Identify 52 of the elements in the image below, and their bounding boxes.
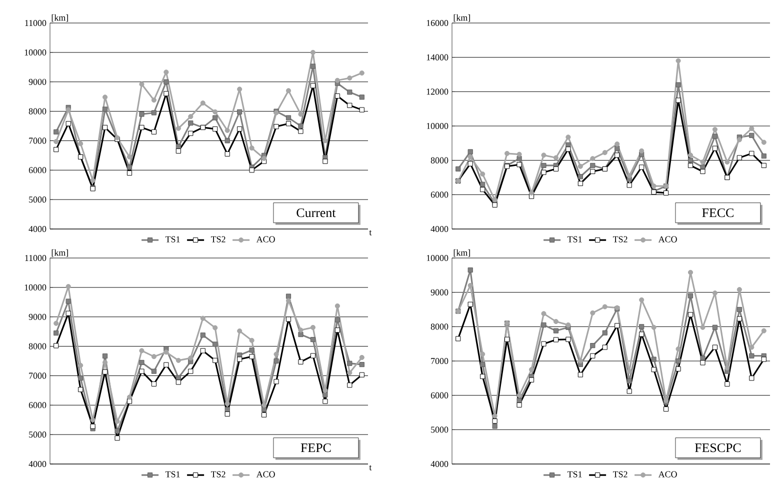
y-axis-title: [km] [52,249,68,257]
legend-label: TS1 [165,236,180,242]
y-tick-label: 11000 [25,254,46,262]
y-tick-label: 4000 [430,226,448,232]
legend-label: TS1 [567,471,582,478]
y-tick-label: 4000 [430,460,448,468]
y-tick-label: 5000 [29,432,46,438]
legend-label: TS2 [210,471,226,478]
y-tick-label: 5000 [431,426,448,433]
y-tick-label: 6000 [28,167,46,174]
y-tick-label: 6000 [430,192,448,198]
text: Current [296,208,336,218]
y-axis-title: [km] [454,14,470,22]
text: FECC [702,208,734,218]
x-axis-title: t [369,230,372,236]
y-axis-title: [km] [454,249,470,257]
y-tick-label: 6000 [28,402,46,408]
legend-label: TS2 [612,471,628,478]
legend-label: TS1 [567,236,582,242]
x-axis-title: t [369,465,372,470]
y-tick-label: 9000 [28,314,46,320]
legend-label: ACO [256,471,275,478]
legend-label: TS2 [210,236,226,242]
y-tick-label: 11000 [25,20,46,26]
y-tick-label: 4000 [28,226,46,232]
y-tick-label: 4000 [28,460,46,468]
y-tick-label: 9000 [28,78,46,85]
legend-label: ACO [256,236,275,242]
y-tick-label: 12000 [426,88,448,95]
legend-label: TS1 [165,471,180,478]
y-tick-label: 10000 [24,284,46,290]
y-tick-label: 10000 [426,122,448,130]
text: FESCPC [694,443,741,452]
y-tick-label: 5000 [29,196,46,203]
y-tick-label: 14000 [426,54,448,60]
y-tick-label: 16000 [426,20,448,26]
y-tick-label: 8000 [430,324,448,330]
y-tick-label: 9000 [430,289,448,296]
y-axis-title: [km] [52,14,68,22]
text: FEPC [300,443,331,452]
legend-label: ACO [658,471,677,478]
y-tick-label: 7000 [29,372,46,379]
y-tick-label: 7000 [431,358,448,364]
legend-label: TS2 [612,236,628,242]
y-tick-label: 8000 [430,157,448,164]
legend-label: ACO [658,236,677,242]
y-tick-label: 10000 [426,254,448,262]
y-tick-label: 8000 [28,108,46,114]
y-tick-label: 7000 [29,138,46,144]
y-tick-label: 8000 [28,343,46,350]
y-tick-label: 6000 [430,392,448,398]
y-tick-label: 10000 [24,49,46,56]
